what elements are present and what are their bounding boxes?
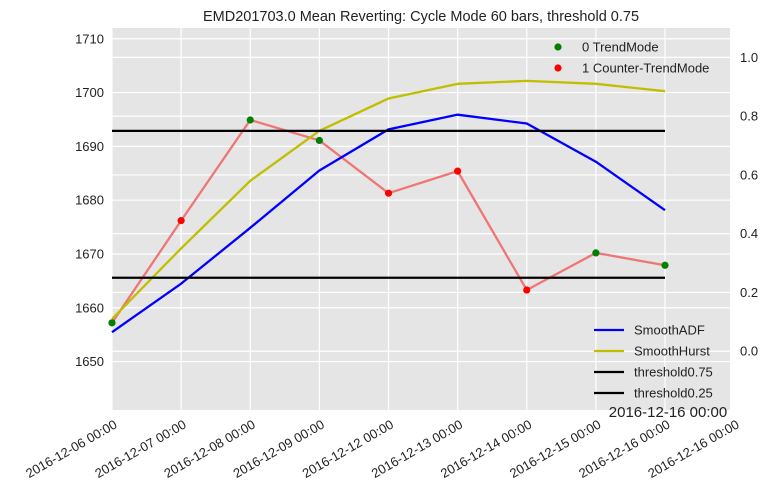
y-right-ticks: 0.0 0.2 0.4 0.6 0.8 1.0	[740, 50, 758, 359]
y-left-tick-label: 1700	[75, 85, 104, 100]
legend-label-1: 1 Counter-TrendMode	[582, 61, 709, 76]
y-right-tick-label: 0.2	[740, 285, 758, 300]
x-corner-label: 2016-12-16 00:00	[609, 404, 727, 421]
trend-mode-point	[108, 319, 116, 327]
legend-label-0: 0 TrendMode	[582, 40, 659, 55]
trend-mode-point	[592, 249, 600, 257]
series-line-SmoothHurst	[111, 79, 666, 320]
legend-label-threshold0.75: threshold0.75	[634, 365, 713, 380]
series-line-SmoothADF	[111, 113, 666, 334]
chart-title: EMD201703.0 Mean Reverting: Cycle Mode 6…	[203, 9, 639, 25]
y-left-tick-label: 1660	[75, 300, 104, 315]
y-left-tick-label: 1680	[75, 193, 104, 208]
y-left-tick-label: 1710	[75, 31, 104, 46]
counter-trend-mode-point	[177, 217, 185, 225]
y-right-tick-label: 0.4	[740, 226, 758, 241]
legend-label-SmoothHurst: SmoothHurst	[634, 344, 710, 359]
legend-label-SmoothADF: SmoothADF	[634, 323, 705, 338]
legend-marker-1	[554, 64, 562, 72]
markers-layer	[108, 116, 669, 327]
counter-trend-mode-point	[384, 189, 393, 197]
grid	[111, 28, 735, 410]
counter-trend-mode-point	[454, 167, 462, 175]
counter-trend-mode-point	[523, 286, 531, 294]
trend-mode-point	[246, 116, 254, 124]
y-right-tick-label: 0.6	[740, 167, 758, 182]
legend-modes: 0 TrendMode 1 Counter-TrendMode	[554, 40, 709, 76]
legend-marker-0	[554, 43, 562, 51]
trend-mode-point	[661, 261, 669, 269]
y-left-tick-label: 1670	[75, 246, 104, 261]
legend-label-threshold0.25: threshold0.25	[634, 386, 713, 401]
y-left-tick-label: 1690	[75, 139, 104, 154]
legend-series: SmoothADF SmoothHurst threshold0.75 thresho…	[594, 323, 713, 401]
y-left-ticks: 1650 1660 1670 1680 1690 1700 1710	[75, 31, 104, 369]
y-right-tick-label: 1.0	[740, 50, 758, 65]
y-right-tick-label: 0.8	[740, 109, 758, 124]
y-right-tick-label: 0.0	[740, 344, 758, 359]
y-left-tick-label: 1650	[75, 354, 104, 369]
trend-mode-point	[315, 136, 323, 145]
